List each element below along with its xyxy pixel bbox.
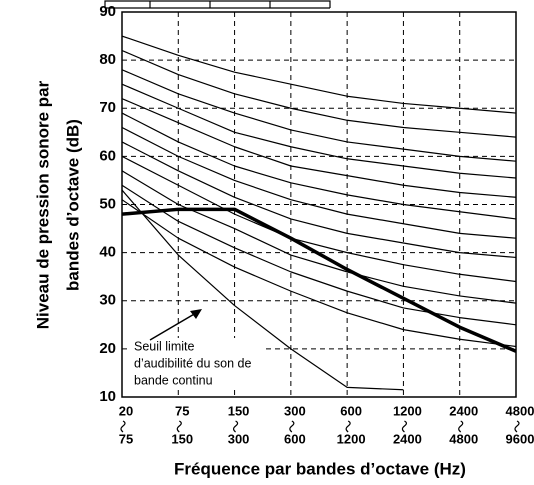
range-sign: [514, 420, 520, 433]
curve: [122, 83, 516, 179]
curve: [122, 207, 516, 353]
curve: [122, 141, 516, 259]
x-tick-label: 150: [228, 403, 250, 418]
range-sign: [401, 420, 408, 433]
y-axis-title: bandes d’octave (dB): [63, 119, 82, 291]
curve: [122, 155, 516, 283]
annotation-box: [128, 338, 264, 386]
labels: 1020304050607080902075751501503003006006…: [99, 3, 534, 446]
range-sign: [120, 420, 126, 433]
x-tick-label: 600: [340, 403, 362, 418]
annotation: bande continu: [134, 373, 213, 387]
x-tick-label: 600: [284, 431, 306, 446]
curve: [122, 35, 516, 114]
y-tick-label: 60: [99, 147, 116, 164]
curve: [122, 49, 516, 138]
x-tick-label: 75: [119, 431, 133, 446]
plot-frame: [121, 11, 517, 398]
x-tick-label: 2400: [449, 403, 478, 418]
y-axis-title: Niveau de pression sonore par: [33, 80, 52, 329]
x-tick-label: 4800: [506, 403, 534, 418]
y-tick-label: 90: [99, 3, 116, 20]
x-tick-label: 20: [119, 403, 133, 418]
curve: [122, 112, 516, 220]
annotation-arrow: [149, 312, 197, 341]
y-tick-label: 70: [99, 99, 116, 116]
curves: [122, 35, 516, 391]
range-sign: [458, 420, 464, 433]
range-sign: [345, 420, 351, 433]
curve: [122, 184, 516, 326]
x-tick-label: 2400: [393, 431, 422, 446]
x-tick-label: 1200: [393, 403, 422, 418]
x-tick-label: 150: [171, 431, 193, 446]
annotation: d’audibilité du son de: [134, 356, 251, 370]
range-sign: [289, 420, 295, 433]
y-tick-label: 40: [99, 244, 116, 261]
y-tick-label: 20: [99, 340, 116, 357]
y-tick-label: 10: [99, 388, 116, 405]
y-tick-label: 50: [99, 195, 116, 212]
range-sign: [176, 420, 182, 433]
arrow-head: [190, 309, 202, 319]
x-axis-title: Fréquence par bandes d’octave (Hz): [174, 459, 466, 478]
annotation: Seuil limite: [134, 339, 194, 353]
curve: [122, 170, 516, 304]
x-tick-label: 300: [228, 431, 250, 446]
y-tick-label: 30: [99, 292, 116, 309]
curve: [122, 199, 516, 348]
curve: [122, 126, 516, 239]
x-tick-label: 300: [284, 403, 306, 418]
x-tick-label: 4800: [449, 431, 478, 446]
x-tick-label: 1200: [337, 431, 366, 446]
cropped-header: [104, 0, 331, 9]
x-tick-label: 75: [175, 403, 189, 418]
curve: [122, 189, 404, 391]
curve: [122, 69, 516, 162]
y-tick-label: 80: [99, 51, 116, 68]
curve: [122, 98, 516, 198]
x-tick-label: 9600: [506, 431, 534, 446]
range-sign: [232, 420, 239, 433]
